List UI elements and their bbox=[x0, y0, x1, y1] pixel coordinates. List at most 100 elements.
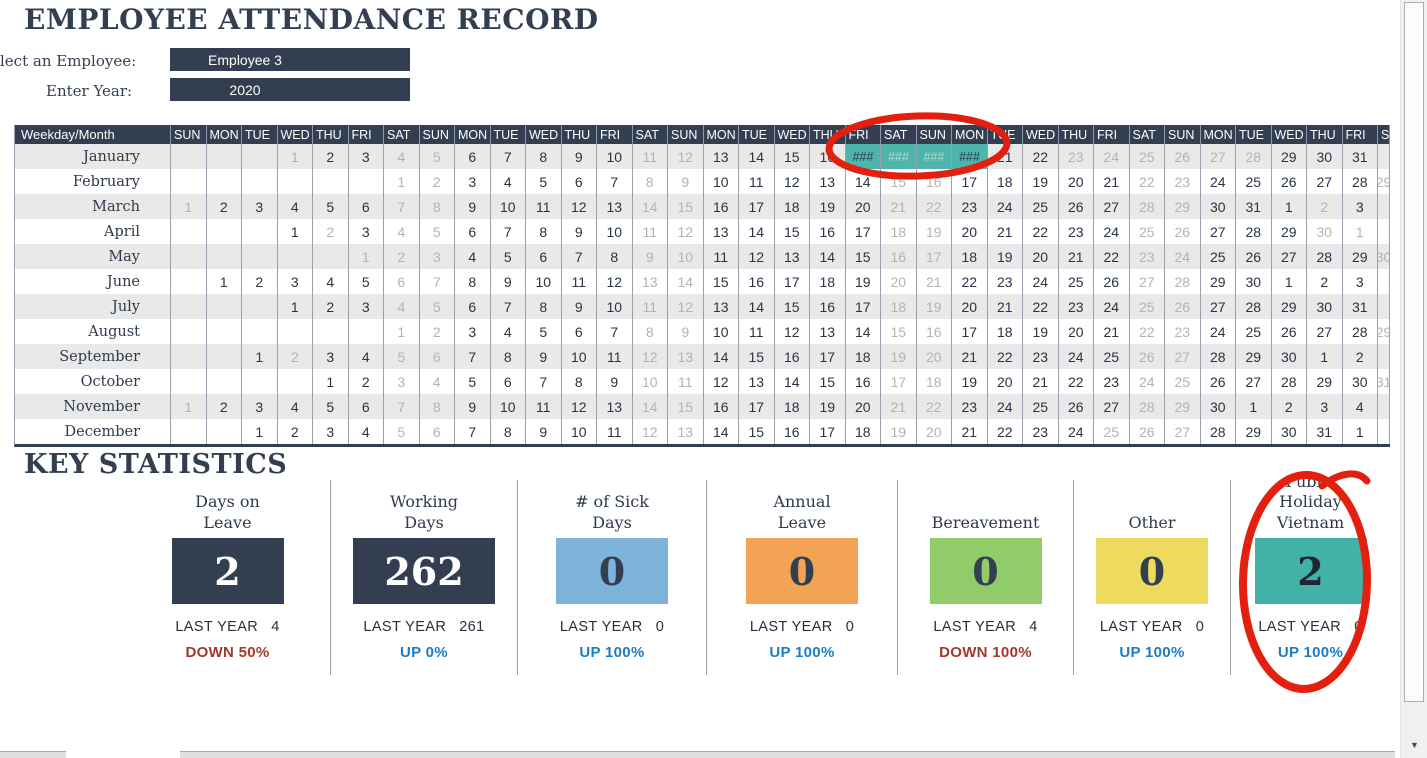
day-cell: 25 bbox=[1201, 244, 1236, 269]
last-year-value: 4 bbox=[1029, 619, 1038, 635]
weekday-header-cell: MON bbox=[455, 125, 491, 144]
day-cell: 2 bbox=[1343, 344, 1378, 369]
day-cell: 19 bbox=[917, 219, 952, 244]
day-cell bbox=[171, 294, 207, 319]
day-cell: 28 bbox=[1343, 169, 1378, 194]
day-cell: 20 bbox=[1059, 169, 1094, 194]
day-cell: 29 bbox=[1307, 369, 1343, 394]
day-cell: 12 bbox=[633, 344, 668, 369]
day-cell: 30 bbox=[1201, 194, 1236, 219]
day-cell: 13 bbox=[704, 219, 739, 244]
day-cell: 29 bbox=[1236, 419, 1272, 444]
day-cell: 19 bbox=[917, 294, 952, 319]
stat-card-last-year: LAST YEAR 4 bbox=[175, 619, 279, 635]
stat-card-last-year: LAST YEAR 0 bbox=[750, 619, 854, 635]
employee-select[interactable]: Employee 3 bbox=[170, 48, 410, 71]
month-row: February 1 2 3 4 5 6 7 8 9 10 11 12 13 14 15 16 17 18 19 20 2… bbox=[15, 169, 1390, 194]
day-cell: 3 bbox=[242, 194, 278, 219]
day-cell: 10 bbox=[562, 419, 597, 444]
month-row: October 1 2 3 4 5 6 7 8 9 10 11 12 13 14 15 16 17 18 19 20 21… bbox=[15, 369, 1390, 394]
stat-card-value-box: 2 bbox=[1254, 538, 1367, 604]
scrollbar-thumb[interactable] bbox=[1404, 2, 1424, 702]
last-year-value: 0 bbox=[1195, 619, 1205, 635]
vertical-scrollbar[interactable]: ▼ bbox=[1400, 0, 1427, 758]
month-label: January bbox=[15, 144, 171, 169]
day-cell: 26 bbox=[1059, 194, 1094, 219]
day-cell bbox=[171, 219, 207, 244]
day-cell: 8 bbox=[491, 344, 526, 369]
day-cell: 25 bbox=[1094, 419, 1130, 444]
day-cell: 8 bbox=[562, 369, 597, 394]
day-cell: 15 bbox=[881, 319, 917, 344]
day-cell: 29 bbox=[1236, 344, 1272, 369]
stat-card-value-box: 262 bbox=[353, 538, 495, 604]
day-cell: 5 bbox=[313, 194, 349, 219]
month-label: February bbox=[15, 169, 171, 194]
attendance-calendar: Weekday/Month SUN MON TUE WED THU FRI SAT SUN MON… bbox=[14, 125, 1390, 447]
day-cell: 24 bbox=[1094, 219, 1130, 244]
day-cell: 14 bbox=[739, 144, 775, 169]
day-cell: 6 bbox=[562, 169, 597, 194]
day-cell: 20 bbox=[917, 419, 952, 444]
day-cell: 21 bbox=[952, 344, 988, 369]
day-cell: 6 bbox=[526, 244, 562, 269]
month-row: August 1 2 3 4 5 6 7 8 9 10 11 12 13 14 15 16 17 18 19 20 21 2… bbox=[15, 319, 1390, 344]
day-cell: 5 bbox=[420, 144, 455, 169]
day-cell: 22 bbox=[1023, 144, 1059, 169]
day-cell bbox=[242, 294, 278, 319]
day-cell: 18 bbox=[881, 294, 917, 319]
day-cell: 18 bbox=[952, 244, 988, 269]
weekday-header-cell: SAT bbox=[633, 125, 668, 144]
month-row: January 1 2 3 4 5 6 7 8 9 10 11 12 13 14 15 16 ### ### ### #… bbox=[15, 144, 1390, 169]
day-cell: 10 bbox=[633, 369, 668, 394]
day-cell: 23 bbox=[1059, 219, 1094, 244]
day-cell: 12 bbox=[633, 419, 668, 444]
day-cell: 6 bbox=[349, 194, 384, 219]
day-cell: 21 bbox=[1094, 169, 1130, 194]
day-cell: 30 bbox=[1307, 144, 1343, 169]
day-cell: 3 bbox=[1343, 194, 1378, 219]
day-cell: 15 bbox=[775, 294, 810, 319]
last-year-value: 261 bbox=[459, 619, 485, 635]
day-cell: 18 bbox=[917, 369, 952, 394]
weekday-header-cell: FRI bbox=[1343, 125, 1378, 144]
day-cell: 11 bbox=[668, 369, 704, 394]
day-cell: 9 bbox=[668, 169, 704, 194]
day-cell bbox=[1378, 269, 1390, 294]
day-cell: 21 bbox=[1023, 369, 1059, 394]
scroll-down-button[interactable]: ▼ bbox=[1402, 732, 1427, 757]
month-label: April bbox=[15, 219, 171, 244]
day-cell: 7 bbox=[455, 344, 491, 369]
day-cell: 8 bbox=[526, 294, 562, 319]
active-sheet-tab[interactable] bbox=[66, 751, 180, 758]
year-input[interactable]: 2020 bbox=[170, 78, 410, 101]
day-cell: 27 bbox=[1094, 194, 1130, 219]
day-cell: 26 bbox=[1165, 144, 1201, 169]
weekday-header-cell: WED bbox=[775, 125, 810, 144]
stat-card-label: Public Holiday Vietnam bbox=[1276, 471, 1345, 533]
day-cell: 25 bbox=[1094, 344, 1130, 369]
stat-card: Bereavement 0 LAST YEAR 4 DOWN 100% bbox=[897, 480, 1073, 675]
day-cell: ### bbox=[916, 144, 952, 169]
day-cell bbox=[349, 169, 384, 194]
day-cell: 20 bbox=[952, 294, 988, 319]
stat-card-trend: DOWN 50% bbox=[185, 644, 270, 661]
day-cell: 4 bbox=[384, 294, 420, 319]
day-cell: 2 bbox=[349, 369, 384, 394]
day-cell: 1 bbox=[171, 194, 207, 219]
day-cell: 20 bbox=[881, 269, 917, 294]
day-cell: 5 bbox=[420, 294, 455, 319]
weekday-header-cell: THU bbox=[313, 125, 349, 144]
day-cell: 19 bbox=[1023, 169, 1059, 194]
day-cell: 17 bbox=[810, 344, 846, 369]
day-cell: 7 bbox=[491, 294, 526, 319]
day-cell: 21 bbox=[988, 294, 1023, 319]
day-cell: 19 bbox=[810, 394, 846, 419]
day-cell: 4 bbox=[349, 419, 384, 444]
day-cell bbox=[171, 169, 207, 194]
weekday-header-cell: SUN bbox=[1165, 125, 1201, 144]
last-year-value: 4 bbox=[271, 619, 280, 635]
day-cell: 16 bbox=[704, 194, 739, 219]
day-cell: 30 bbox=[1343, 369, 1378, 394]
day-cell bbox=[313, 169, 349, 194]
